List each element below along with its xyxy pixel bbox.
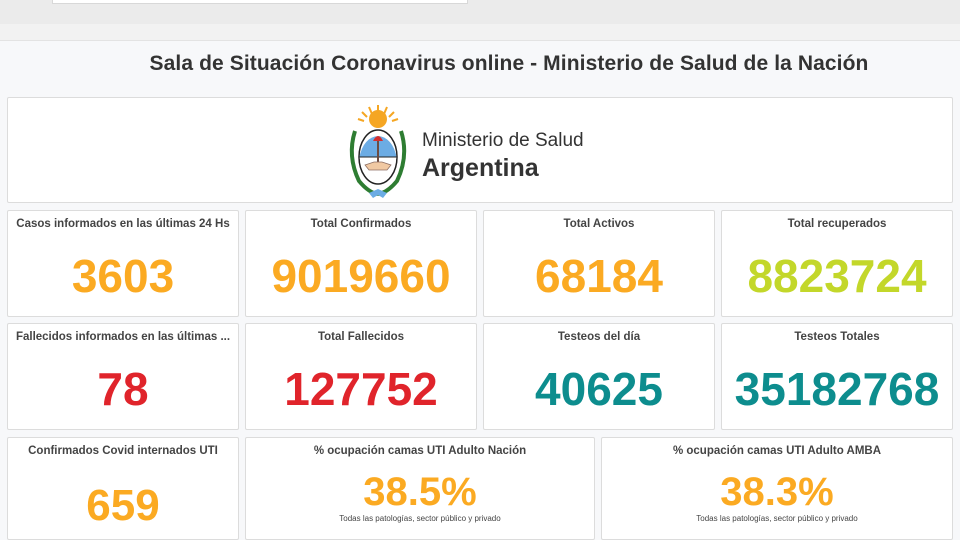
stat-card-icu-occupancy-nation: % ocupación camas UTI Adulto Nación 38.5… bbox=[245, 437, 595, 540]
top-input-field[interactable] bbox=[52, 0, 468, 4]
stat-value: 35182768 bbox=[734, 363, 940, 415]
stat-card-total-active: Total Activos 68184 bbox=[483, 210, 715, 317]
stat-label: Total Confirmados bbox=[310, 218, 412, 230]
stat-value: 38.3% bbox=[720, 470, 834, 514]
stat-value: 3603 bbox=[71, 250, 175, 302]
stat-value: 659 bbox=[86, 481, 160, 530]
stat-card-total-deaths: Total Fallecidos 127752 bbox=[245, 323, 477, 430]
stat-card-total-recovered: Total recuperados 8823724 bbox=[721, 210, 953, 317]
stat-label: % ocupación camas UTI Adulto AMBA bbox=[672, 445, 882, 457]
ministry-logo-card: Ministerio de Salud Argentina bbox=[7, 97, 953, 203]
stat-value: 127752 bbox=[284, 363, 438, 415]
stat-card-tests-today: Testeos del día 40625 bbox=[483, 323, 715, 430]
stat-value: 68184 bbox=[535, 250, 663, 302]
page-title: Sala de Situación Coronavirus online - M… bbox=[149, 52, 869, 75]
logo-ministry-name: Ministerio de Salud bbox=[422, 130, 584, 151]
logo-country-name: Argentina bbox=[422, 154, 539, 182]
stat-label: Total Activos bbox=[563, 218, 635, 230]
stat-value: 8823724 bbox=[747, 250, 927, 302]
stat-subtitle: Todas las patologías, sector público y p… bbox=[339, 514, 501, 523]
stat-card-icu-occupancy-amba: % ocupación camas UTI Adulto AMBA 38.3% … bbox=[601, 437, 953, 540]
stat-subtitle: Todas las patologías, sector público y p… bbox=[696, 514, 858, 523]
stat-label: Total recuperados bbox=[787, 218, 887, 230]
stat-label: Total Fallecidos bbox=[317, 331, 405, 343]
stat-label: % ocupación camas UTI Adulto Nación bbox=[313, 445, 527, 457]
stat-card-total-confirmed: Total Confirmados 9019660 bbox=[245, 210, 477, 317]
stat-value: 9019660 bbox=[271, 250, 451, 302]
stat-label: Fallecidos informados en las últimas ... bbox=[15, 331, 231, 343]
stat-value: 38.5% bbox=[363, 470, 477, 514]
stat-label: Casos informados en las últimas 24 Hs bbox=[16, 218, 230, 230]
stat-card-icu-confirmed: Confirmados Covid internados UTI 659 bbox=[7, 437, 239, 540]
stat-label: Testeos Totales bbox=[794, 331, 880, 343]
stat-label: Confirmados Covid internados UTI bbox=[28, 445, 218, 457]
stat-value: 40625 bbox=[535, 363, 663, 415]
stat-card-deaths-24h: Fallecidos informados en las últimas ...… bbox=[7, 323, 239, 430]
stat-card-total-tests: Testeos Totales 35182768 bbox=[721, 323, 953, 430]
stat-label: Testeos del día bbox=[557, 331, 641, 343]
argentina-coat-of-arms-icon bbox=[349, 105, 407, 198]
stat-card-cases-24h: Casos informados en las últimas 24 Hs 36… bbox=[7, 210, 239, 317]
ministry-logo-text: Ministerio de Salud Argentina bbox=[422, 130, 584, 183]
browser-top-bar bbox=[0, 0, 960, 24]
stat-value: 78 bbox=[97, 363, 149, 415]
